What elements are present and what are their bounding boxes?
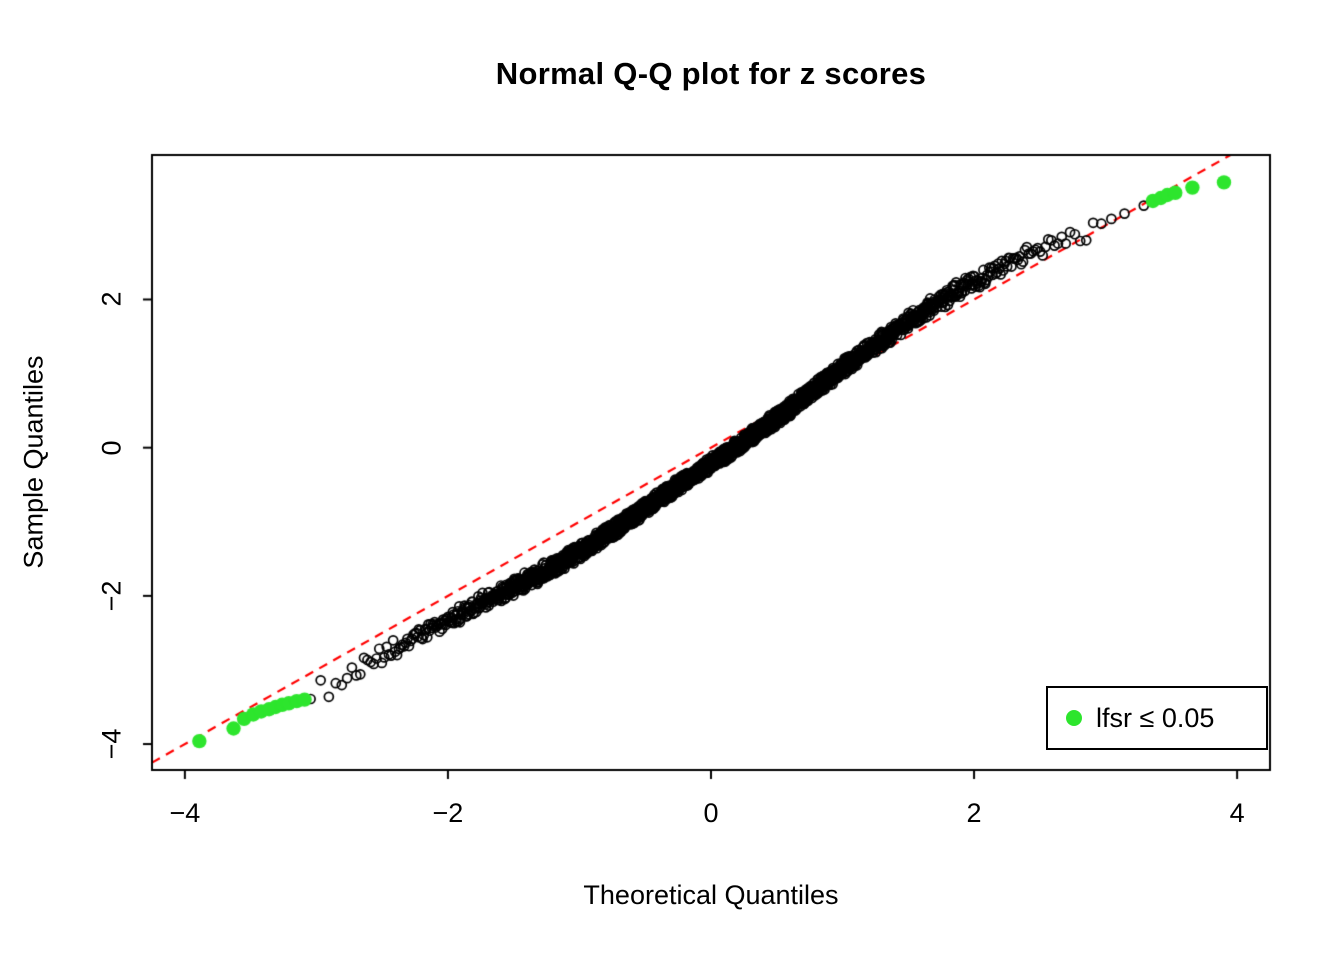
x-tick-label: −2 [432,798,464,828]
y-tick-label: −4 [96,728,127,760]
x-tick-label: 0 [703,798,719,828]
chart-title: Normal Q-Q plot for z scores [495,56,927,91]
x-axis-label: Theoretical Quantiles [583,880,839,910]
legend-marker-icon [1066,710,1082,726]
legend-label: lfsr ≤ 0.05 [1096,702,1215,733]
x-tick-label: 4 [1229,798,1245,828]
legend-box: lfsr ≤ 0.05 [1046,686,1268,750]
y-tick-label: 2 [96,291,127,307]
x-tick-label: 2 [966,798,982,828]
y-tick-label: 0 [96,440,127,456]
y-tick-label: −2 [96,580,127,612]
x-tick-label: −4 [169,798,201,828]
y-axis-label: Sample Quantiles [18,355,49,569]
x-axis-ticks: −4 −2 0 2 4 [0,798,1344,838]
